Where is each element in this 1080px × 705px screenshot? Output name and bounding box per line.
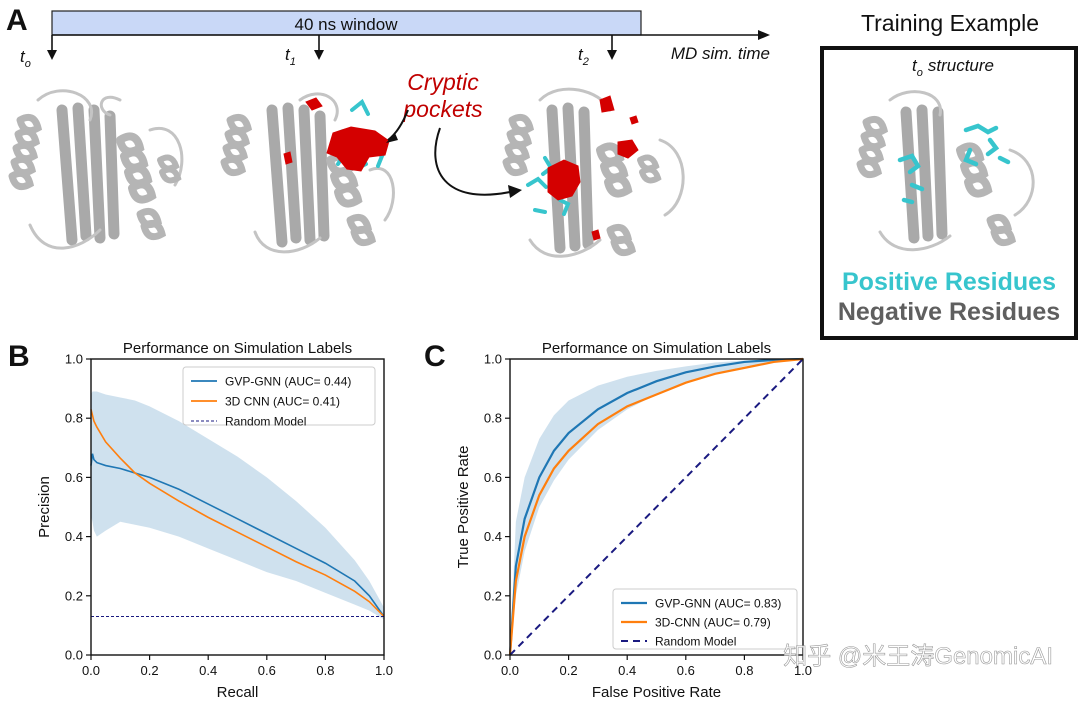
pocket-arrow-t2-head (508, 185, 522, 198)
y-tick-label: 1.0 (65, 352, 83, 367)
training-example-title: Training Example (861, 10, 1039, 36)
t2-arrow (607, 50, 617, 60)
x-tick-label: 0.6 (677, 663, 695, 678)
x-tick-label: 0.0 (501, 663, 519, 678)
y-tick-label: 0.8 (484, 411, 502, 426)
t1-label: t1 (285, 45, 296, 68)
time-axis-arrowhead (758, 30, 770, 40)
y-tick-label: 1.0 (484, 352, 502, 367)
t0-arrow (47, 50, 57, 60)
legend: GVP-GNN (AUC= 0.44) 3D CNN (AUC= 0.41) Ran… (182, 366, 376, 429)
legend-label: 3D-CNN (AUC= 0.79) (655, 616, 771, 630)
x-tick-label: 1.0 (794, 663, 812, 678)
chart-title: Performance on Simulation Labels (123, 340, 352, 357)
training-example-box (820, 46, 1078, 340)
plot-frame (90, 358, 385, 656)
x-tick-label: 0.4 (199, 663, 217, 678)
y-tick-label: 0.6 (65, 470, 83, 485)
confidence-band (510, 359, 803, 655)
protein-structure-t2 (502, 87, 685, 258)
plot-frame (509, 358, 804, 656)
roc-chart: 0.0 0.2 0.4 0.6 0.8 1.0 0.0 0.2 0.4 0.6 0.8 1.0 Per… (455, 340, 812, 701)
y-tick-label: 0.0 (484, 648, 502, 663)
pocket-arrow-t1-head (386, 133, 398, 143)
y-tick-label: 0.4 (484, 529, 502, 544)
x-axis-label: Recall (217, 684, 259, 700)
panel-a: A 40 ns window to t1 t2 MD sim. time (6, 4, 1078, 340)
legend: GVP-GNN (AUC= 0.83) 3D-CNN (AUC= 0.79) Ran… (612, 588, 798, 650)
gvp-gnn-curve (90, 453, 385, 617)
pocket-arrow-t2 (434, 127, 511, 196)
panel-b-letter: B (8, 340, 30, 373)
confidence-band (91, 391, 384, 620)
watermark: 知乎 @米王涛GenomicAI (783, 643, 1053, 670)
x-tick-label: 0.0 (82, 663, 100, 678)
y-axis-label: Precision (36, 476, 53, 538)
precision-recall-chart: 0.0 0.2 0.4 0.6 0.8 1.0 0.0 0.2 0.4 0.6 0.8 1.0 Per… (36, 340, 393, 701)
x-tick-label: 0.2 (141, 663, 159, 678)
y-tick-label: 0.0 (65, 648, 83, 663)
cryptic-label: Cryptic (407, 69, 479, 95)
legend-box (612, 588, 798, 650)
y-tick-label: 0.2 (65, 588, 83, 603)
cnn-roc-curve (508, 357, 804, 656)
x-tick-label: 0.8 (316, 663, 334, 678)
random-model-diagonal (509, 358, 804, 656)
y-axis-label: True Positive Rate (455, 446, 472, 569)
x-tick-label: 0.4 (618, 663, 636, 678)
x-tick-label: 0.2 (560, 663, 578, 678)
md-sim-time-label: MD sim. time (671, 44, 770, 63)
legend-label: Random Model (225, 415, 306, 429)
y-tick-label: 0.4 (65, 529, 83, 544)
protein-structure-t1 (220, 92, 395, 254)
positive-residues-label: Positive Residues (842, 268, 1056, 296)
t0-label: to (20, 47, 31, 70)
to-structure-label: to structure (912, 56, 994, 79)
x-tick-label: 0.6 (258, 663, 276, 678)
protein-structure-training (856, 90, 1035, 252)
y-tick-label: 0.8 (65, 411, 83, 426)
pocket-arrow-t1 (387, 109, 409, 141)
panel-a-letter: A (6, 4, 28, 37)
pockets-label: pockets (402, 96, 483, 122)
gvp-gnn-roc-curve (508, 357, 804, 656)
x-tick-label: 0.8 (735, 663, 753, 678)
protein-structure-t0 (8, 89, 184, 250)
chart-title: Performance on Simulation Labels (542, 340, 771, 357)
x-tick-label: 1.0 (375, 663, 393, 678)
cnn-curve (90, 409, 385, 618)
legend-label: GVP-GNN (AUC= 0.83) (655, 597, 781, 611)
legend-label: 3D CNN (AUC= 0.41) (225, 395, 340, 409)
panel-c-letter: C (424, 340, 446, 373)
y-tick-label: 0.6 (484, 470, 502, 485)
x-axis-label: False Positive Rate (592, 684, 721, 700)
t1-arrow (314, 50, 324, 60)
training-example: Training Example to structure Positive Re… (820, 10, 1078, 340)
legend-label: Random Model (655, 635, 736, 649)
legend-box (182, 366, 376, 426)
negative-residues-label: Negative Residues (838, 298, 1060, 326)
y-tick-label: 0.2 (484, 588, 502, 603)
panel-b: B 0.0 0.2 0.4 0.6 0.8 1.0 0.0 0.2 0.4 0.6 0.8 1.0 P… (8, 340, 393, 701)
t2-label: t2 (578, 45, 589, 68)
simulation-window-bar (51, 10, 642, 36)
legend-label: GVP-GNN (AUC= 0.44) (225, 375, 351, 389)
panel-c: C 0.0 0.2 0.4 0.6 0.8 1.0 0.0 0.2 0.4 0.6 0.8 1.0 P… (424, 340, 812, 701)
window-label: 40 ns window (294, 15, 398, 34)
